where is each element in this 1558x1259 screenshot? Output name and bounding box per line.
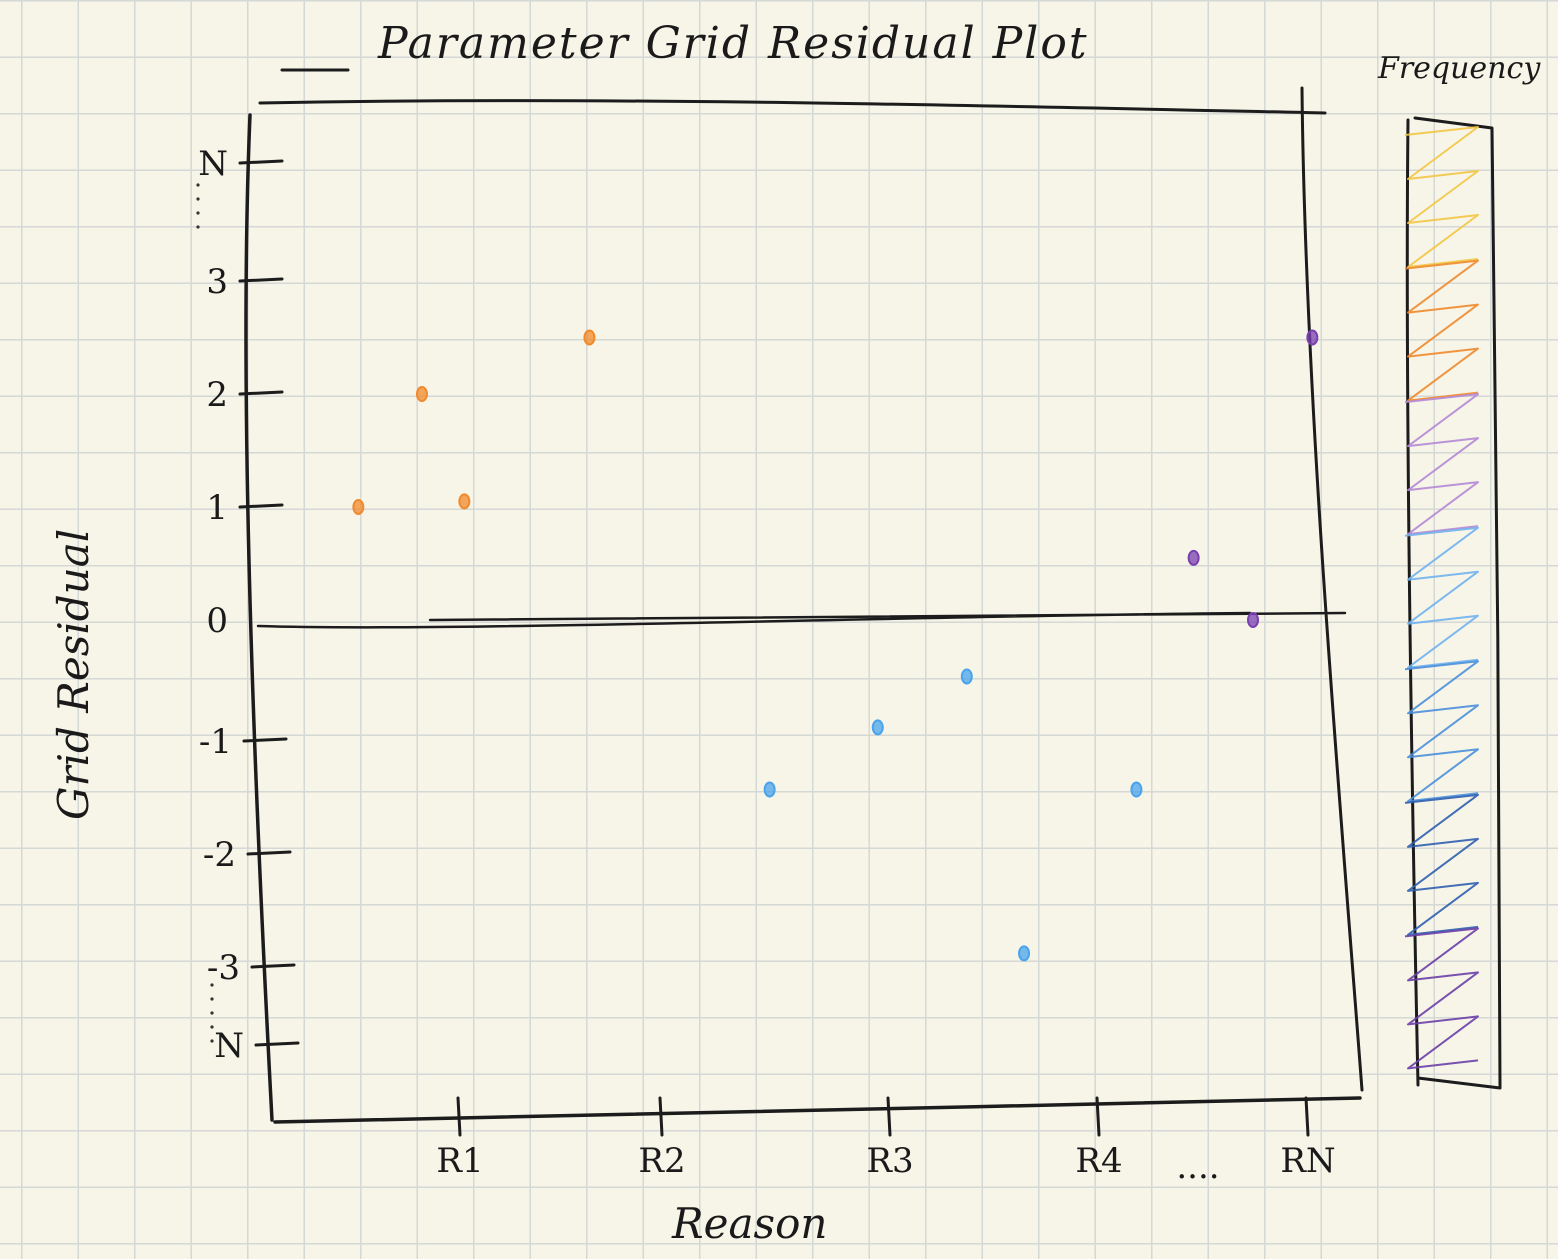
data-point bbox=[960, 668, 973, 685]
y-tick-label: 0 bbox=[206, 601, 228, 641]
x-ticks: R1 R2 R3 R4 RN.... bbox=[436, 1096, 1336, 1187]
data-point bbox=[583, 329, 596, 346]
colorbar-scribble bbox=[1404, 126, 1479, 268]
y-tick-mark bbox=[238, 503, 284, 509]
y-tick-label: -3 bbox=[207, 948, 240, 988]
data-point bbox=[1130, 781, 1143, 798]
colorbar-scribble bbox=[1404, 793, 1479, 936]
colorbar-scribble bbox=[1404, 660, 1479, 803]
colorbar-fill bbox=[1404, 126, 1479, 1070]
colorbar-scribble bbox=[1404, 927, 1479, 1070]
y-ellipsis-dot bbox=[196, 183, 200, 187]
y-tick-label: 1 bbox=[206, 488, 228, 528]
colorbar-scribble bbox=[1404, 393, 1479, 536]
colorbar-frame bbox=[1405, 116, 1502, 1090]
x-tick-mark bbox=[1095, 1096, 1101, 1137]
y-ellipsis-dot bbox=[196, 211, 200, 215]
y-ellipsis-dot bbox=[210, 1011, 214, 1015]
y-tick-mark bbox=[246, 850, 292, 856]
y-ellipsis-dot bbox=[196, 197, 200, 201]
chart-title: Parameter Grid Residual Plot bbox=[377, 18, 1089, 69]
x-ellipsis: .... bbox=[1176, 1147, 1219, 1187]
y-tick-mark bbox=[238, 390, 284, 396]
x-axis bbox=[273, 1096, 1362, 1124]
y-tick-label: -1 bbox=[199, 722, 232, 762]
x-tick-mark bbox=[1304, 1096, 1310, 1137]
y-tick-label: -2 bbox=[203, 835, 236, 875]
data-points bbox=[352, 329, 1319, 962]
x-tick-label: RN bbox=[1280, 1141, 1335, 1181]
y-tick-mark bbox=[250, 963, 296, 969]
y-tick-mark bbox=[238, 159, 284, 165]
y-tick-label: N bbox=[214, 1026, 244, 1066]
y-axis bbox=[244, 113, 274, 1122]
y-tick-label: N bbox=[198, 144, 228, 184]
data-point bbox=[763, 781, 776, 798]
x-tick-label: R4 bbox=[1075, 1141, 1122, 1181]
colorbar-scribble bbox=[1404, 259, 1479, 402]
y-ellipsis-dot bbox=[210, 997, 214, 1001]
data-point bbox=[1018, 945, 1031, 962]
plot-frame-right bbox=[1300, 86, 1364, 1092]
y-ellipsis-dot bbox=[210, 1025, 214, 1029]
data-point bbox=[415, 386, 428, 402]
data-point bbox=[458, 493, 471, 510]
x-tick-label: R3 bbox=[866, 1141, 913, 1181]
x-tick-mark bbox=[456, 1096, 462, 1137]
data-point bbox=[871, 719, 884, 736]
y-ellipsis-dot bbox=[210, 983, 214, 987]
x-tick-mark bbox=[658, 1096, 664, 1137]
y-ellipsis-dot bbox=[196, 225, 200, 229]
y-ellipsis-dot bbox=[210, 1039, 214, 1043]
x-axis-label: Reason bbox=[671, 1199, 827, 1248]
data-point bbox=[1187, 549, 1200, 566]
data-point bbox=[1306, 329, 1319, 346]
x-tick-label: R1 bbox=[436, 1141, 483, 1181]
x-tick-mark bbox=[886, 1096, 892, 1137]
y-ticks: N 3 2 1 0 -1 -2 -3 N bbox=[196, 144, 300, 1066]
y-tick-mark bbox=[238, 277, 284, 283]
y-tick-label: 2 bbox=[206, 375, 228, 415]
colorbar-scribble bbox=[1404, 526, 1479, 669]
y-axis-label: Grid Residual bbox=[49, 529, 98, 820]
y-tick-label: 3 bbox=[206, 262, 228, 302]
y-tick-mark bbox=[254, 1041, 300, 1047]
colorbar-label: Frequency bbox=[1377, 51, 1541, 86]
y-tick-mark bbox=[242, 737, 288, 743]
x-tick-label: R2 bbox=[638, 1141, 685, 1181]
data-point bbox=[1247, 612, 1259, 628]
plot-frame-top bbox=[258, 99, 1327, 115]
data-point bbox=[352, 499, 365, 515]
zero-line bbox=[256, 611, 1347, 629]
